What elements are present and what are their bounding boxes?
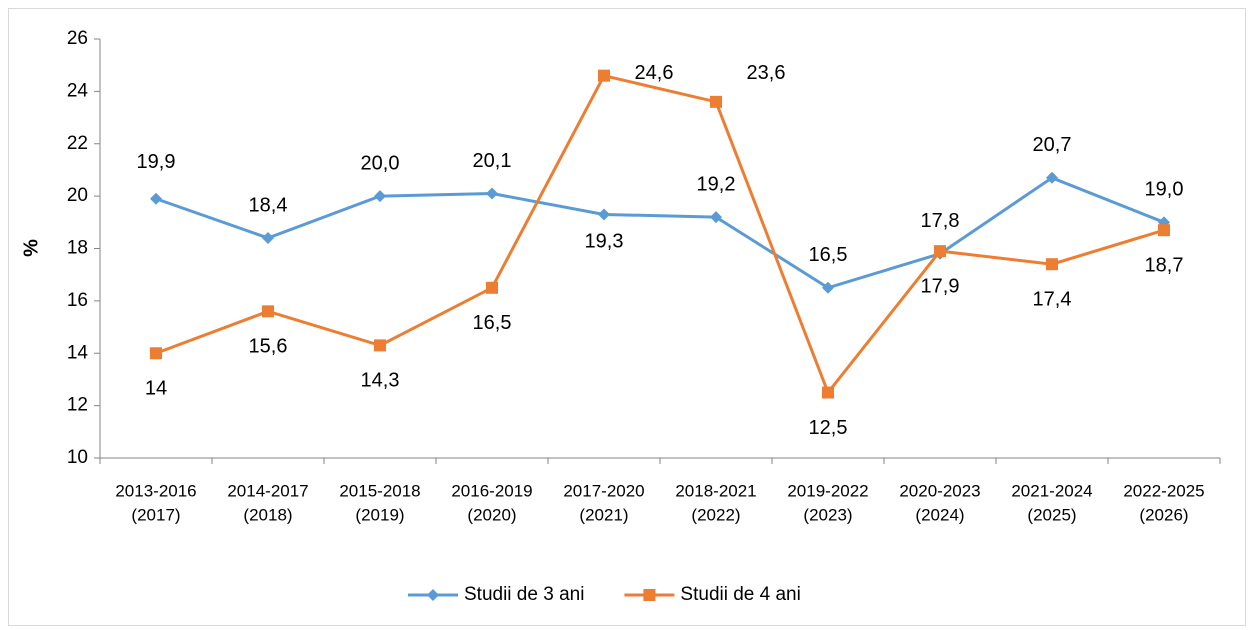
data-label: 18,4: [249, 194, 288, 216]
data-label: 16,5: [473, 312, 512, 334]
series-line: [155, 73, 1165, 396]
marker: [262, 232, 274, 245]
data-label: 20,7: [1033, 134, 1072, 156]
data-label: 19,3: [585, 231, 624, 253]
marker: [486, 281, 498, 294]
data-label: 17,9: [921, 275, 960, 297]
data-label: 14: [145, 378, 167, 400]
data-label: 20,0: [361, 152, 400, 174]
data-label: 14,3: [361, 370, 400, 392]
data-label: 20,1: [473, 150, 512, 172]
y-tick-label: 12: [67, 395, 88, 416]
data-label: 19,2: [697, 173, 736, 195]
marker: [710, 95, 722, 108]
x-tick-label: (2020): [467, 505, 516, 524]
x-tick-label: 2017-2020: [563, 481, 644, 500]
x-tick-label: 2015-2018: [339, 481, 420, 500]
y-tick-label: 16: [67, 290, 88, 311]
x-tick-label: 2021-2024: [1011, 481, 1092, 500]
data-label: 16,5: [809, 244, 848, 266]
data-label: 17,8: [921, 210, 960, 232]
marker: [1158, 224, 1170, 237]
x-tick-label: 2016-2019: [451, 481, 532, 500]
data-label: 19,9: [137, 151, 176, 173]
x-tick-label: (2026): [1139, 505, 1188, 524]
marker: [150, 347, 162, 360]
marker: [822, 281, 834, 294]
x-tick-label: 2014-2017: [227, 481, 308, 500]
y-tick-label: 24: [67, 80, 89, 101]
x-tick-label: (2025): [1027, 505, 1076, 524]
x-tick-label: (2023): [803, 505, 852, 524]
data-label: 12,5: [809, 417, 848, 439]
legend-marker: [427, 589, 439, 601]
marker: [710, 211, 722, 224]
chart-border: [8, 8, 1246, 626]
marker: [934, 245, 946, 258]
marker: [262, 305, 274, 318]
x-tick-label: (2019): [355, 505, 404, 524]
y-tick-label: 10: [67, 447, 88, 468]
marker: [1046, 258, 1058, 271]
marker: [150, 192, 162, 205]
x-tick-label: (2024): [915, 505, 964, 524]
x-tick-label: 2018-2021: [675, 481, 756, 500]
x-tick-label: (2017): [131, 505, 180, 524]
data-label: 17,4: [1033, 288, 1072, 310]
x-tick-label: (2021): [579, 505, 628, 524]
marker: [822, 386, 834, 399]
data-label: 18,7: [1145, 254, 1184, 276]
marker: [1046, 171, 1058, 184]
marker: [486, 187, 498, 200]
data-label: 15,6: [249, 336, 288, 358]
series-line: [155, 176, 1165, 290]
legend-label: Studii de 4 ani: [680, 584, 800, 605]
y-tick-label: 26: [67, 28, 88, 49]
x-tick-label: 2022-2025: [1123, 481, 1204, 500]
x-tick-label: 2013-2016: [115, 481, 196, 500]
legend-label: Studii de 3 ani: [464, 584, 584, 605]
x-tick-label: 2020-2023: [899, 481, 980, 500]
data-label: 24,6: [635, 62, 674, 84]
legend-marker: [643, 589, 656, 601]
data-label: 23,6: [747, 62, 786, 84]
x-tick-label: (2018): [243, 505, 292, 524]
y-tick-label: 14: [67, 342, 89, 363]
y-tick-label: 22: [67, 133, 88, 154]
x-tick-label: 2019-2022: [787, 481, 868, 500]
y-tick-label: 20: [67, 185, 88, 206]
y-tick-label: 18: [67, 238, 88, 259]
data-label: 19,0: [1145, 179, 1184, 201]
y-axis-label: %: [20, 239, 42, 257]
x-tick-label: (2022): [691, 505, 740, 524]
marker: [598, 69, 610, 82]
marker: [374, 190, 386, 203]
marker: [598, 208, 610, 221]
marker: [374, 339, 386, 352]
